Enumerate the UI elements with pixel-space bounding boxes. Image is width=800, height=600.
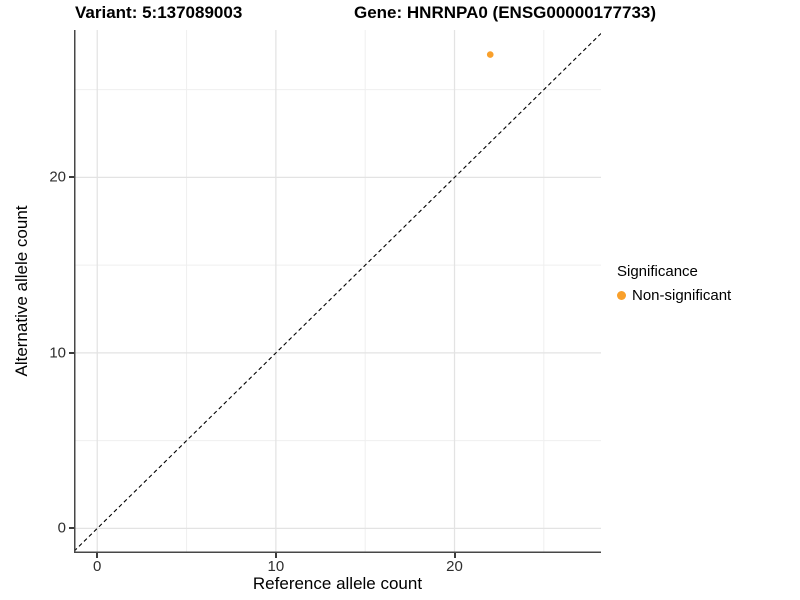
legend-item: Non-significant	[617, 287, 731, 304]
legend-key-dot-icon	[617, 291, 626, 300]
x-tick-label: 10	[267, 558, 285, 575]
y-tick-label: 20	[49, 168, 66, 186]
x-tick-label: 0	[93, 558, 102, 575]
plot-panel	[74, 30, 601, 553]
y-tick-mark	[69, 351, 74, 354]
x-tick-label: 20	[446, 558, 463, 575]
y-tick-mark	[69, 176, 74, 179]
x-tick-mark	[274, 553, 277, 558]
legend: Significance Non-significant	[617, 263, 731, 304]
chart-canvas	[74, 30, 601, 553]
legend-title: Significance	[617, 263, 698, 280]
plot-title-gene: Gene: HNRNPA0 (ENSG00000177733)	[354, 3, 657, 22]
plot-title-variant: Variant: 5:137089003	[75, 3, 243, 22]
y-tick-mark	[69, 527, 74, 530]
x-axis-title: Reference allele count	[252, 574, 423, 593]
legend-item-label: Non-significant	[632, 287, 732, 304]
y-tick-label: 10	[49, 344, 66, 362]
data-point	[486, 51, 494, 58]
x-tick-mark	[96, 553, 99, 558]
y-tick-label: 0	[57, 519, 66, 537]
x-tick-mark	[453, 553, 456, 558]
legend-items: Non-significant	[617, 287, 731, 304]
identity-line	[74, 33, 601, 552]
y-axis-title: Alternative allele count	[12, 205, 31, 377]
